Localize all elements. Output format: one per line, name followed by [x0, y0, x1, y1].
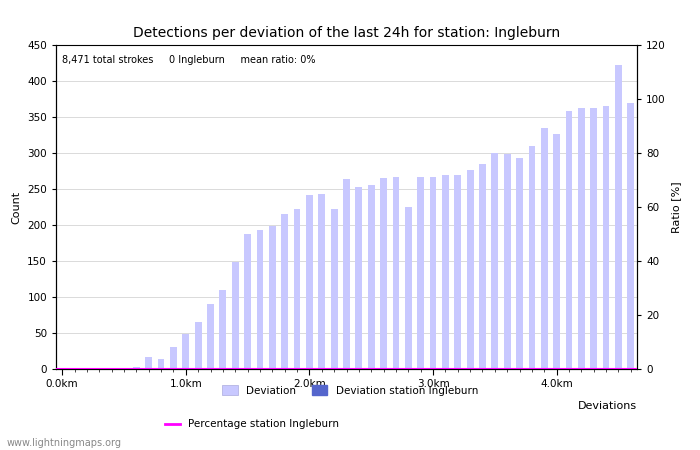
Text: Deviations: Deviations — [578, 401, 637, 411]
Bar — [479, 164, 486, 369]
Bar — [83, 368, 90, 369]
Bar — [244, 234, 251, 369]
Bar — [393, 177, 399, 369]
Y-axis label: Ratio [%]: Ratio [%] — [671, 181, 681, 233]
Bar — [504, 154, 510, 369]
Bar — [442, 175, 449, 369]
Bar — [96, 368, 103, 369]
Bar — [541, 128, 547, 369]
Bar — [257, 230, 263, 369]
Bar — [269, 226, 276, 369]
Bar — [405, 207, 412, 369]
Bar — [158, 359, 164, 369]
Bar — [120, 368, 127, 369]
Bar — [590, 108, 597, 369]
Bar — [615, 65, 622, 369]
Bar — [430, 177, 436, 369]
Bar — [108, 368, 115, 369]
Percentage station Ingleburn — [70, 366, 78, 372]
Bar — [71, 368, 78, 369]
Bar — [343, 179, 350, 369]
Bar — [146, 357, 152, 369]
Bar — [578, 108, 584, 369]
Bar — [603, 106, 610, 369]
Bar — [220, 290, 226, 369]
Bar — [380, 178, 387, 369]
Bar — [417, 177, 424, 369]
Bar — [330, 209, 337, 369]
Bar — [318, 194, 326, 369]
Bar — [170, 347, 177, 369]
Legend: Percentage station Ingleburn: Percentage station Ingleburn — [160, 415, 344, 433]
Bar — [467, 170, 473, 369]
Bar — [195, 322, 202, 369]
Legend: Deviation, Deviation station Ingleburn: Deviation, Deviation station Ingleburn — [218, 381, 482, 400]
Bar — [516, 158, 523, 369]
Bar — [294, 209, 300, 369]
Bar — [491, 153, 498, 369]
Bar — [232, 262, 239, 369]
Y-axis label: Count: Count — [12, 190, 22, 224]
Text: www.lightningmaps.org: www.lightningmaps.org — [7, 438, 122, 448]
Percentage station Ingleburn — [58, 366, 66, 372]
Bar — [356, 187, 363, 369]
Bar — [183, 334, 189, 369]
Bar — [133, 367, 140, 369]
Bar — [528, 146, 536, 369]
Bar — [306, 195, 313, 369]
Text: 8,471 total strokes     0 Ingleburn     mean ratio: 0%: 8,471 total strokes 0 Ingleburn mean rat… — [62, 55, 315, 65]
Bar — [207, 304, 214, 369]
Bar — [627, 103, 634, 369]
Title: Detections per deviation of the last 24h for station: Ingleburn: Detections per deviation of the last 24h… — [133, 26, 560, 40]
Bar — [566, 111, 573, 369]
Bar — [281, 214, 288, 369]
Bar — [368, 185, 374, 369]
Bar — [454, 175, 461, 369]
Bar — [553, 134, 560, 369]
